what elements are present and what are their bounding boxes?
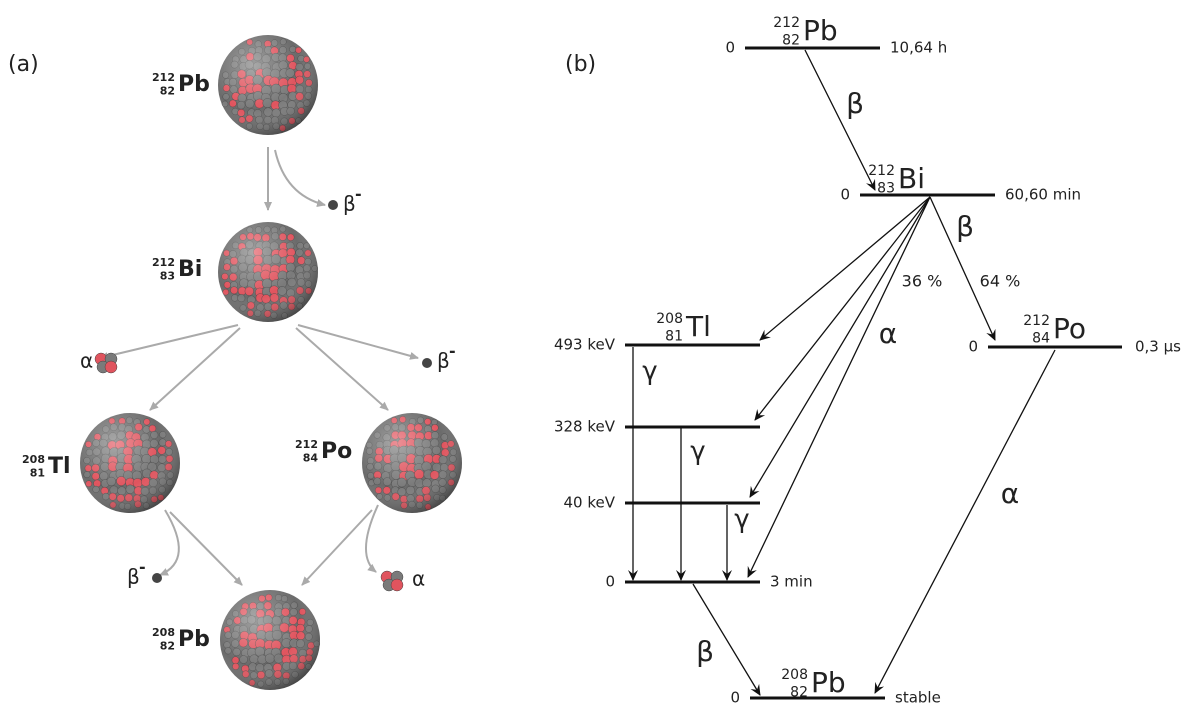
transition-label: γ <box>690 437 705 467</box>
transition-label: α <box>1001 477 1019 510</box>
particle-symbol: β <box>437 349 450 373</box>
sphere-shade <box>218 222 318 322</box>
element-symbol: Tl <box>685 310 711 343</box>
transition-label: γ <box>734 505 749 535</box>
sphere-shade <box>220 590 320 690</box>
electron <box>422 358 432 368</box>
transition-label: β <box>846 87 864 120</box>
element-symbol: Po <box>1053 312 1086 345</box>
half-life: 10,64 h <box>890 39 947 57</box>
level-energy: 493 keV <box>554 336 616 354</box>
element-symbol: Pb <box>178 72 210 97</box>
element-symbol: Pb <box>803 14 838 47</box>
level-energy: 40 keV <box>564 494 616 512</box>
decay-arrow <box>302 510 372 585</box>
half-life: stable <box>895 689 941 707</box>
transition-arrow <box>875 350 1055 693</box>
level-energy: 0 <box>840 186 850 204</box>
nucleus-sphere <box>218 35 318 135</box>
atomic-number: 84 <box>303 452 319 465</box>
electron <box>152 573 162 583</box>
sphere-shade <box>80 413 180 513</box>
particle-charge: - <box>449 342 456 361</box>
decay-arrow <box>275 150 325 205</box>
transition-arrow <box>748 197 930 577</box>
element-symbol: Pb <box>811 666 846 699</box>
element-symbol: Bi <box>898 162 925 195</box>
atomic-number: 84 <box>1032 330 1050 346</box>
transition-arrow <box>750 197 930 497</box>
mass-number: 208 <box>22 453 45 466</box>
decay-arrow <box>150 328 240 410</box>
decay-arrow <box>298 325 418 358</box>
atomic-number: 82 <box>160 85 175 98</box>
alpha-nucleon <box>105 361 117 373</box>
particle-symbol: β <box>343 192 356 216</box>
transition-arrow <box>760 197 930 340</box>
sphere-shade <box>362 413 462 513</box>
nucleus-sphere <box>220 590 320 690</box>
particle-symbol: α <box>412 567 425 591</box>
level-energy: 0 <box>605 573 615 591</box>
atomic-number: 81 <box>665 328 683 344</box>
element-symbol: Tl <box>48 454 71 479</box>
mass-number: 208 <box>656 311 683 327</box>
mass-number: 208 <box>152 626 175 639</box>
transition-label: 64 % <box>980 272 1021 291</box>
panel-label: (a) <box>8 52 39 77</box>
nucleus-sphere <box>218 222 318 322</box>
element-symbol: Pb <box>178 627 210 652</box>
atomic-number: 82 <box>160 640 175 653</box>
transition-arrow <box>805 50 875 190</box>
decay-arrow <box>170 512 242 585</box>
alpha-nucleon <box>391 579 403 591</box>
level-energy: 0 <box>730 689 740 707</box>
mass-number: 212 <box>773 15 800 31</box>
atomic-number: 83 <box>160 270 175 283</box>
half-life: 3 min <box>770 573 813 591</box>
sphere-shade <box>218 35 318 135</box>
transition-label: β <box>696 635 714 668</box>
atomic-number: 81 <box>30 467 45 480</box>
particle-symbol: α <box>80 349 93 373</box>
transition-label: γ <box>642 357 657 387</box>
level-energy: 0 <box>725 39 735 57</box>
element-symbol: Bi <box>178 257 202 282</box>
electron <box>328 200 338 210</box>
transition-label: 36 % <box>902 272 943 291</box>
level-energy: 0 <box>968 338 978 356</box>
half-life: 0,3 µs <box>1135 338 1181 356</box>
mass-number: 212 <box>295 438 318 451</box>
mass-number: 208 <box>781 667 808 683</box>
figure: (a) (b) 21282Pb21283Bi20881Tl21284Po2088… <box>0 0 1198 709</box>
particle-charge: - <box>355 185 362 204</box>
decay-arrow <box>296 328 388 410</box>
particle-symbol: β <box>127 565 140 589</box>
element-symbol: Po <box>321 439 352 464</box>
mass-number: 212 <box>1023 313 1050 329</box>
decay-arrow <box>160 510 179 575</box>
mass-number: 212 <box>152 256 175 269</box>
decay-arrow <box>100 325 238 358</box>
mass-number: 212 <box>868 163 895 179</box>
transition-label: α <box>879 317 897 350</box>
particle-charge: - <box>139 558 146 577</box>
atomic-number: 82 <box>782 32 800 48</box>
nucleus-sphere <box>362 413 462 513</box>
nucleus-sphere <box>80 413 180 513</box>
transition-arrow <box>755 197 930 420</box>
level-energy: 328 keV <box>554 418 616 436</box>
panel-label: (b) <box>565 52 596 77</box>
transition-label: β <box>956 210 974 243</box>
half-life: 60,60 min <box>1005 186 1081 204</box>
mass-number: 212 <box>152 71 175 84</box>
